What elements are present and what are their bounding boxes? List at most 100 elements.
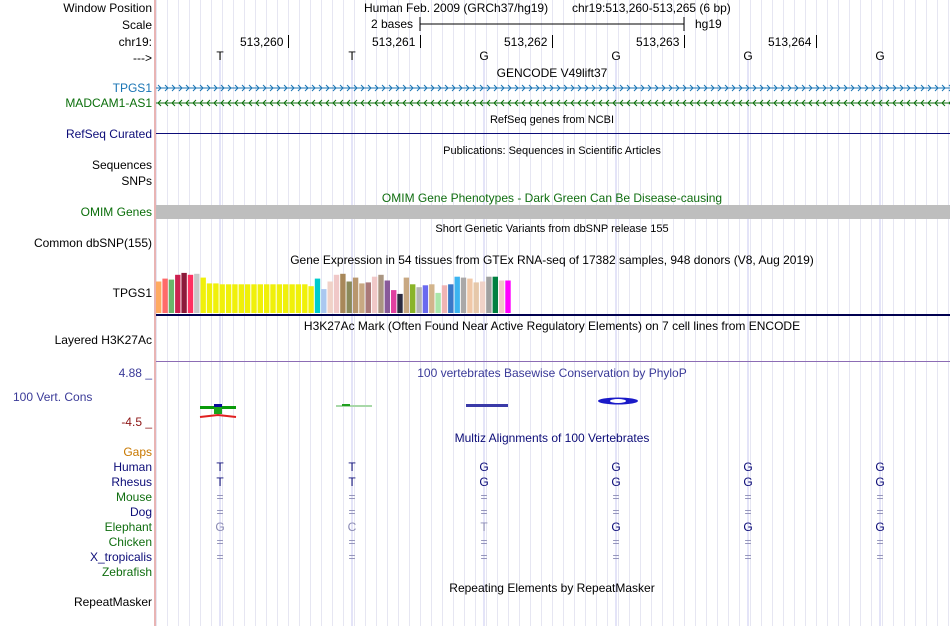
gtex-bar[interactable] <box>238 284 244 313</box>
gtex-bar[interactable] <box>479 281 486 314</box>
strand-chevron <box>283 84 288 92</box>
gtex-bar[interactable] <box>346 281 352 314</box>
gtex-bar[interactable] <box>441 285 448 313</box>
position-text[interactable]: chr19:513,260-513,265 (6 bp) <box>572 1 731 15</box>
strand-chevron <box>374 84 379 92</box>
gtex-bar[interactable] <box>460 277 467 313</box>
strand-chevron <box>486 99 491 107</box>
gaps-label[interactable]: Gaps <box>123 445 152 459</box>
gtex-bar[interactable] <box>448 284 454 313</box>
gtex-bar[interactable] <box>410 284 416 313</box>
gtex-bar[interactable] <box>206 283 213 313</box>
gtex-bar[interactable] <box>213 283 219 313</box>
gtex-bar[interactable] <box>232 284 238 313</box>
gtex-bar[interactable] <box>244 284 251 313</box>
gene-track-tpgs1[interactable] <box>156 82 950 94</box>
gtex-bar[interactable] <box>314 278 321 313</box>
gtex-bar[interactable] <box>486 276 492 313</box>
cons-label[interactable]: 100 Vert. Cons <box>13 390 93 404</box>
gtex-bar[interactable] <box>359 283 365 313</box>
gtex-bar[interactable] <box>175 274 181 313</box>
gtex-bar[interactable] <box>302 284 308 313</box>
strand-chevron <box>829 84 834 92</box>
alignment-base: = <box>612 550 620 564</box>
gtex-bar[interactable] <box>270 284 276 313</box>
strand-chevron <box>913 84 918 92</box>
strand-chevron <box>458 99 463 107</box>
gene-label-madcam1-as1[interactable]: MADCAM1-AS1 <box>65 96 152 110</box>
species-label[interactable]: Rhesus <box>111 475 152 489</box>
strand-chevron <box>535 84 540 92</box>
strand-chevron <box>458 84 463 92</box>
gtex-bar[interactable] <box>365 282 371 313</box>
gtex-bar[interactable] <box>257 284 263 313</box>
gtex-bar[interactable] <box>492 276 498 313</box>
strand-chevron <box>325 84 330 92</box>
strand-chevron <box>297 99 302 107</box>
gtex-bar[interactable] <box>251 284 257 313</box>
snps-label[interactable]: SNPs <box>121 174 152 188</box>
gtex-bar[interactable] <box>422 285 429 313</box>
gtex-bar[interactable] <box>333 274 340 313</box>
species-label[interactable]: X_tropicalis <box>89 550 152 564</box>
species-label[interactable]: Dog <box>129 505 152 519</box>
gtex-bar[interactable] <box>429 284 435 313</box>
gtex-bar[interactable] <box>384 280 390 314</box>
gtex-bar[interactable] <box>454 276 460 313</box>
species-label[interactable]: Zebrafish <box>101 565 152 579</box>
gtex-bar[interactable] <box>435 292 441 313</box>
gtex-bar[interactable] <box>283 284 289 313</box>
strand-chevron <box>808 84 813 92</box>
gtex-bar[interactable] <box>168 279 175 313</box>
scale-label: Scale <box>121 18 152 32</box>
omim-label[interactable]: OMIM Genes <box>80 205 152 219</box>
species-label[interactable]: Elephant <box>104 520 152 534</box>
gtex-bar[interactable] <box>219 284 225 313</box>
species-label[interactable]: Human <box>113 460 152 474</box>
omim-feature-bar[interactable] <box>156 205 950 219</box>
strand-chevron <box>584 99 589 107</box>
gtex-bar[interactable] <box>397 293 403 313</box>
gtex-bar[interactable] <box>321 289 327 313</box>
gtex-bar[interactable] <box>340 273 346 313</box>
publications-title: Publications: Sequences in Scientific Ar… <box>443 145 661 157</box>
gtex-bar[interactable] <box>505 280 511 314</box>
gtex-bar[interactable] <box>498 280 505 314</box>
sequences-label[interactable]: Sequences <box>91 158 152 172</box>
species-label[interactable]: Mouse <box>115 490 152 504</box>
gtex-bar[interactable] <box>289 284 295 313</box>
gtex-bar[interactable] <box>200 277 206 313</box>
gtex-bar[interactable] <box>308 286 314 313</box>
gtex-bar[interactable] <box>225 284 232 313</box>
gtex-bar[interactable] <box>187 274 194 313</box>
h3k27ac-label[interactable]: Layered H3K27Ac <box>54 333 152 347</box>
gtex-bar[interactable] <box>327 281 333 314</box>
gtex-bar[interactable] <box>391 290 397 313</box>
gtex-bar[interactable] <box>371 276 378 313</box>
gtex-bar-chart[interactable] <box>156 268 950 318</box>
refseq-track-line[interactable] <box>156 133 950 134</box>
gene-track-madcam1-as1[interactable] <box>156 97 950 109</box>
gtex-bar[interactable] <box>264 284 270 313</box>
gtex-bar[interactable] <box>352 277 359 313</box>
gtex-label[interactable]: TPGS1 <box>112 286 152 300</box>
gtex-bar[interactable] <box>295 284 302 313</box>
gene-label-tpgs1[interactable]: TPGS1 <box>112 81 152 95</box>
gtex-bar[interactable] <box>403 277 410 313</box>
gtex-bar[interactable] <box>276 284 283 313</box>
strand-chevron <box>689 99 694 107</box>
gtex-bar[interactable] <box>162 278 168 313</box>
gtex-bar[interactable] <box>181 272 187 313</box>
gtex-bar[interactable] <box>156 281 162 314</box>
refseq-label[interactable]: RefSeq Curated <box>65 127 152 141</box>
gtex-bar[interactable] <box>194 273 200 313</box>
gtex-bar[interactable] <box>416 287 422 313</box>
strand-chevron <box>745 99 750 107</box>
dbsnp-label[interactable]: Common dbSNP(155) <box>33 236 152 250</box>
gtex-bar[interactable] <box>473 282 479 313</box>
species-label[interactable]: Chicken <box>108 535 152 549</box>
strand-chevron <box>339 84 344 92</box>
repeat-label[interactable]: RepeatMasker <box>73 595 152 609</box>
gtex-bar[interactable] <box>467 278 473 313</box>
gtex-bar[interactable] <box>378 274 384 313</box>
